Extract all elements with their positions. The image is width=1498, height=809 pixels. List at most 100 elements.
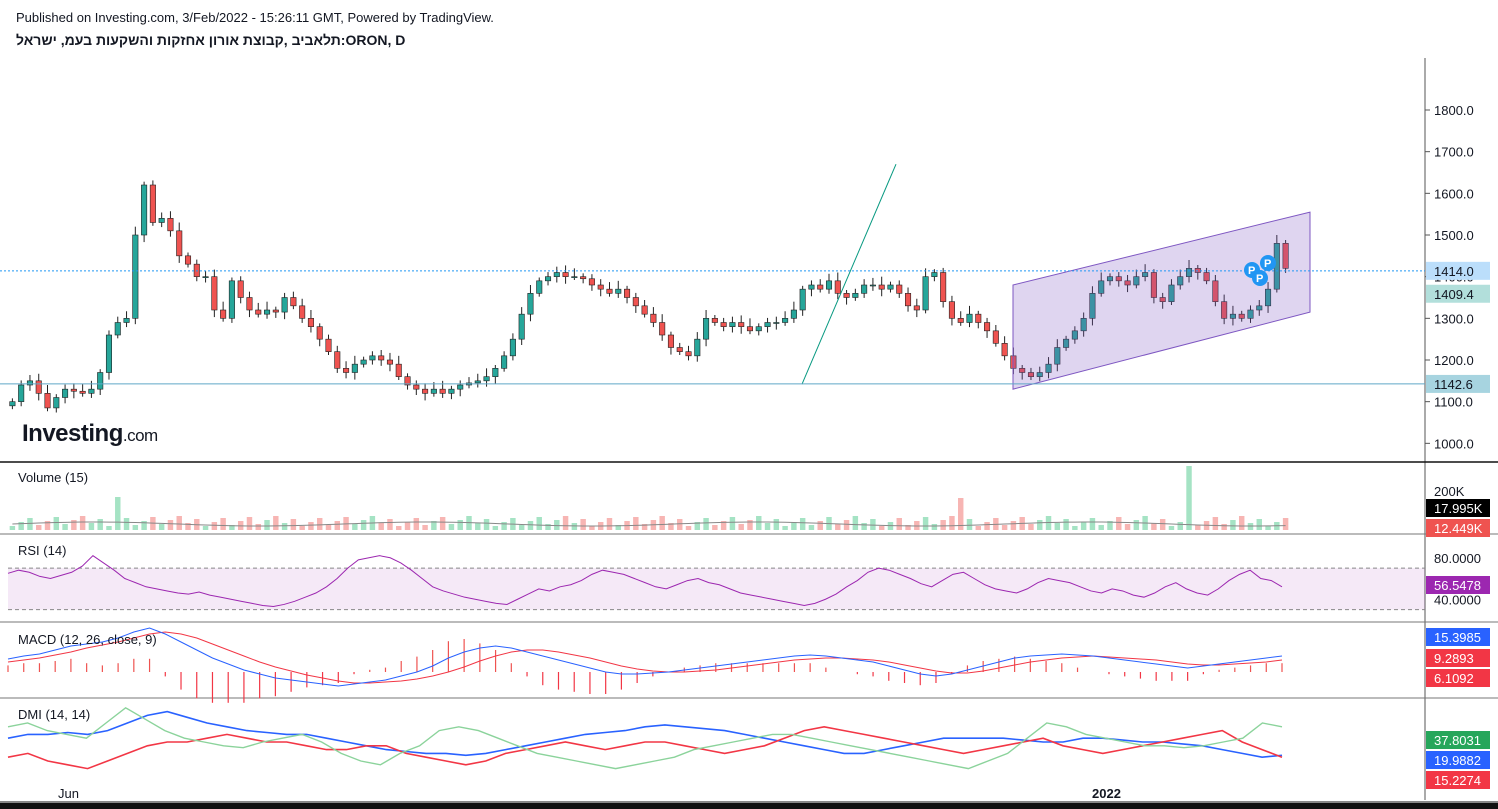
candle-down [685,351,692,357]
volume-bar [1195,525,1201,530]
volume-bar [176,516,182,530]
volume-bar [132,525,139,530]
volume-bar [1265,526,1271,530]
volume-bar [202,526,209,530]
candle-up [825,280,833,290]
candle-up [1229,313,1236,319]
candle-up [1071,330,1078,340]
candle-down [580,276,587,280]
volume-bar [115,497,121,530]
macd-line [7,627,1283,687]
volume-bar [422,525,428,530]
volume-badge [1426,519,1490,537]
volume-bar [852,516,859,530]
volume-bar [720,521,727,530]
volume-bar [246,517,253,530]
candle-up [1106,276,1114,282]
volume-badge [1426,499,1490,517]
volume-bar [316,518,323,530]
candle-up [281,297,288,313]
volume-bar [1159,519,1166,530]
volume-bar [1282,518,1289,530]
candle-up [369,355,376,361]
candle-up [553,272,560,277]
candle-down [79,390,86,394]
volume-bar [378,523,384,530]
volume-bar [211,522,218,530]
volume-bar [1238,516,1245,530]
publish-info: Published on Investing.com, 3/Feb/2022 -… [16,10,494,25]
price-tick-label: 1500.0 [1434,228,1474,243]
volume-ma-line [12,521,1286,527]
volume-bar [1230,520,1236,530]
candle-up [202,276,209,278]
candle-up [264,309,271,315]
candle-up [799,288,806,311]
volume-bar [439,517,446,530]
volume-bar [747,520,753,530]
price-badge-text: 1414.0 [1434,264,1474,279]
candle-down [562,272,569,277]
macd-badge-text: 15.3985 [1434,630,1481,645]
candle-up [483,376,490,382]
volume-bar [791,522,797,530]
volume-bar [1151,523,1157,530]
volume-bar [352,524,358,530]
volume-bar [896,518,902,530]
volume-panel-title: Volume (15) [18,470,89,485]
pivot-marker-label: P [1256,273,1263,285]
candle-down [632,297,639,307]
volume-bar [677,519,683,530]
volume-bar [264,520,270,530]
candle-up [53,397,60,409]
parallel-channel [1012,211,1311,390]
volume-bar [97,519,103,530]
investing-logo: Investing.com [22,420,158,447]
dmi-badge [1426,771,1490,789]
volume-bar [62,524,68,530]
candle-up [536,280,543,294]
rsi-badge-text: 56.5478 [1434,578,1481,593]
volume-bar [334,521,341,530]
candle-down [720,322,727,327]
volume-bar [185,523,191,530]
volume-bar [255,524,261,530]
volume-bar [1124,524,1131,530]
price-badge [1426,261,1490,280]
candle-down [299,305,306,319]
volume-tick-label: 200K [1434,484,1465,499]
volume-bar [229,525,235,530]
candle-down [255,309,262,315]
price-badge-text: 1142.6 [1434,377,1473,392]
candle-up [123,318,130,323]
macd-badge [1426,669,1490,687]
candle-up [703,318,710,340]
candle-up [1177,276,1184,286]
candle-down [641,305,648,315]
volume-bar [984,522,990,530]
candle-up [88,388,95,394]
candle-up [132,234,139,319]
candle-up [773,322,780,324]
volume-bar [308,522,314,530]
rsi-tick-label: 80.0000 [1434,551,1481,566]
candle-down [422,388,429,394]
macd-panel-title: MACD (12, 26, close, 9) [18,632,157,647]
dmi-panel-title: DMI (14, 14) [18,707,91,722]
candle-down [246,297,253,311]
x-tick-label: Jun [58,786,79,801]
price-tick-label: 1600.0 [1434,186,1474,201]
volume-bar [536,517,542,530]
volume-bar [325,525,332,530]
candle-down [940,272,947,302]
volume-bar [1054,523,1061,530]
candle-up [509,338,516,357]
volume-bar [659,516,665,530]
candle-down [1150,272,1157,298]
candle-down [237,280,244,298]
price-badge [1426,374,1490,393]
candle-down [325,338,332,352]
pivot-marker-label: P [1264,258,1271,270]
volume-bar [141,521,147,530]
